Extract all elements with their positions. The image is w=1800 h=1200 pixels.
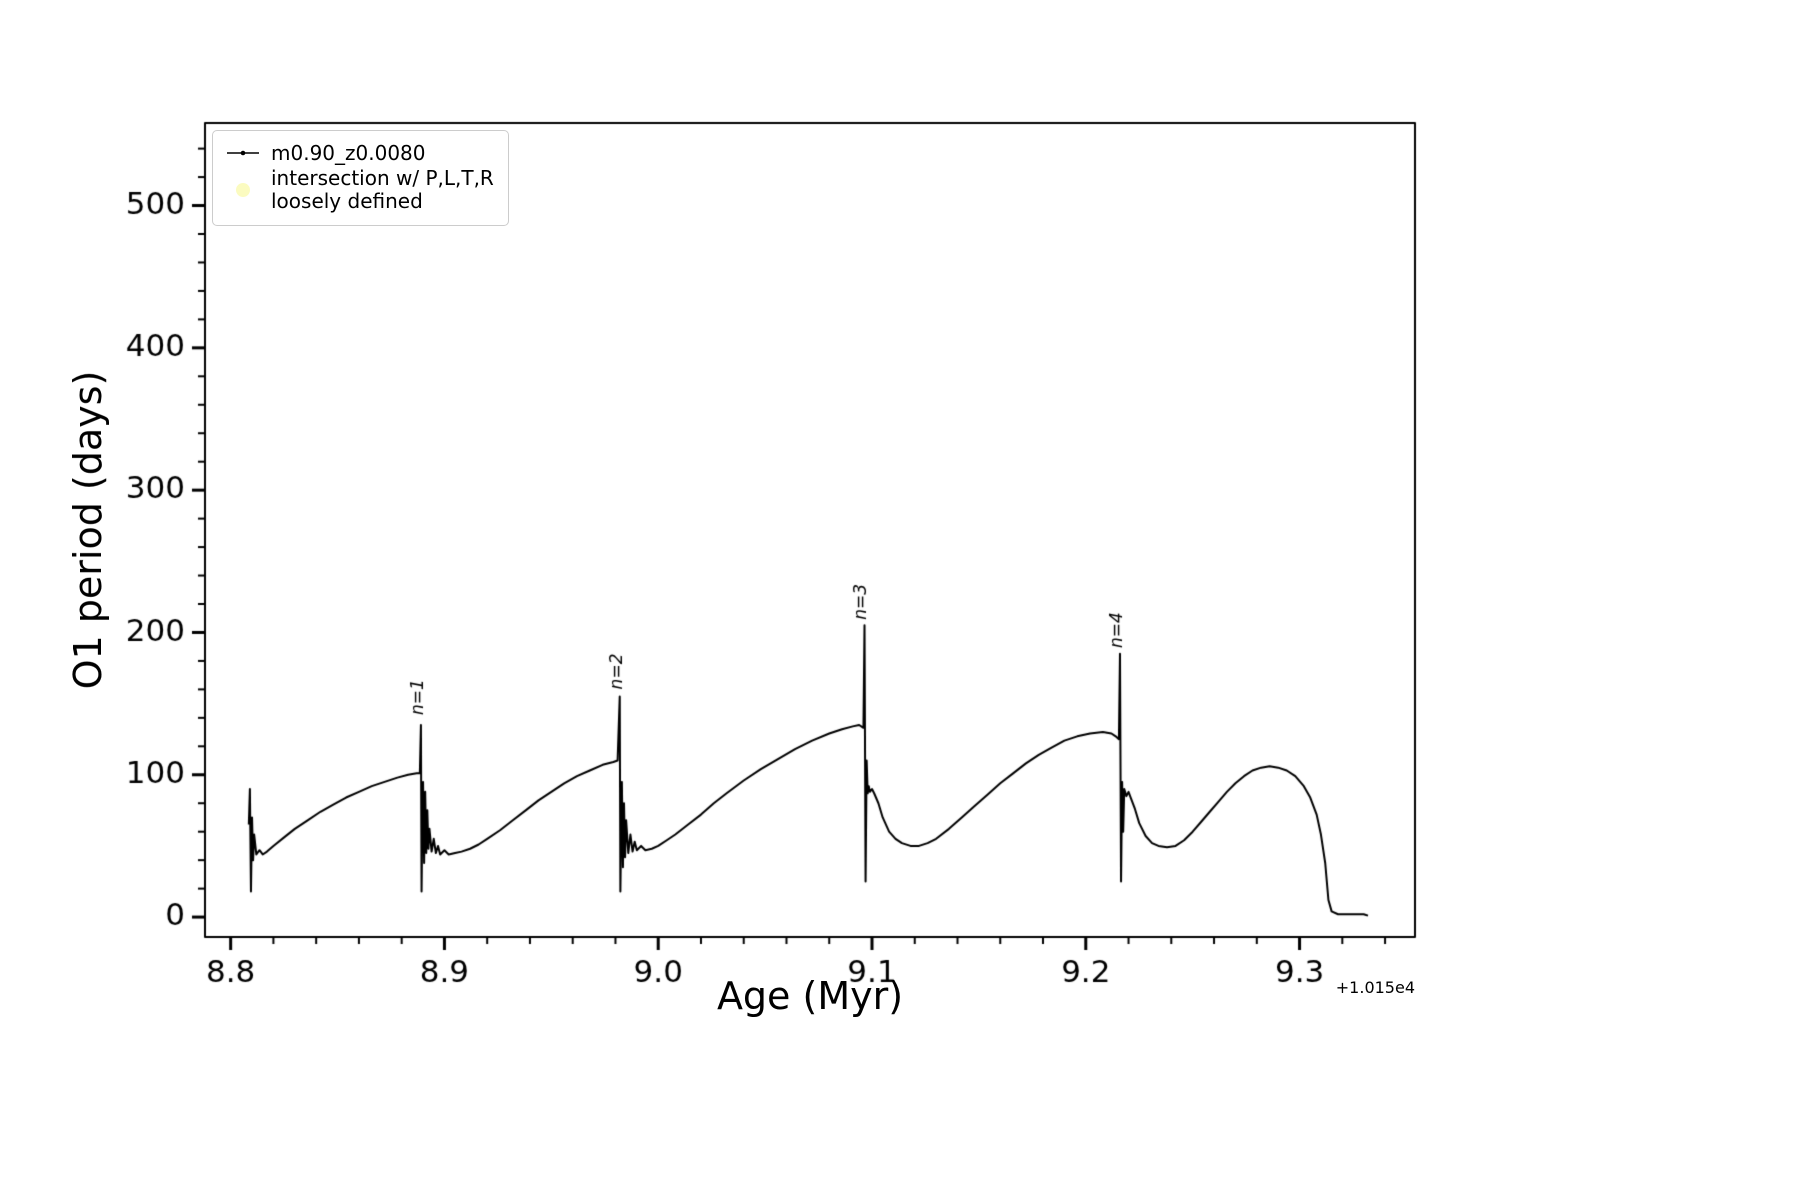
- x-axis-offset-label: +1.015e4: [1335, 978, 1415, 997]
- x-axis-label: Age (Myr): [716, 974, 904, 1018]
- y-axis-label: O1 period (days): [66, 370, 110, 690]
- legend-entry-intersection: intersection w/ P,L,T,R loosely defined: [225, 167, 494, 213]
- legend: m0.90_z0.0080 intersection w/ P,L,T,R lo…: [212, 130, 509, 226]
- line-with-dot-marker-icon: [225, 146, 261, 160]
- intersection-dot-icon: [225, 183, 261, 197]
- legend-label-series: m0.90_z0.0080: [271, 141, 426, 165]
- legend-label-intersection: intersection w/ P,L,T,R loosely defined: [271, 166, 494, 213]
- legend-entry-series: m0.90_z0.0080: [225, 141, 494, 165]
